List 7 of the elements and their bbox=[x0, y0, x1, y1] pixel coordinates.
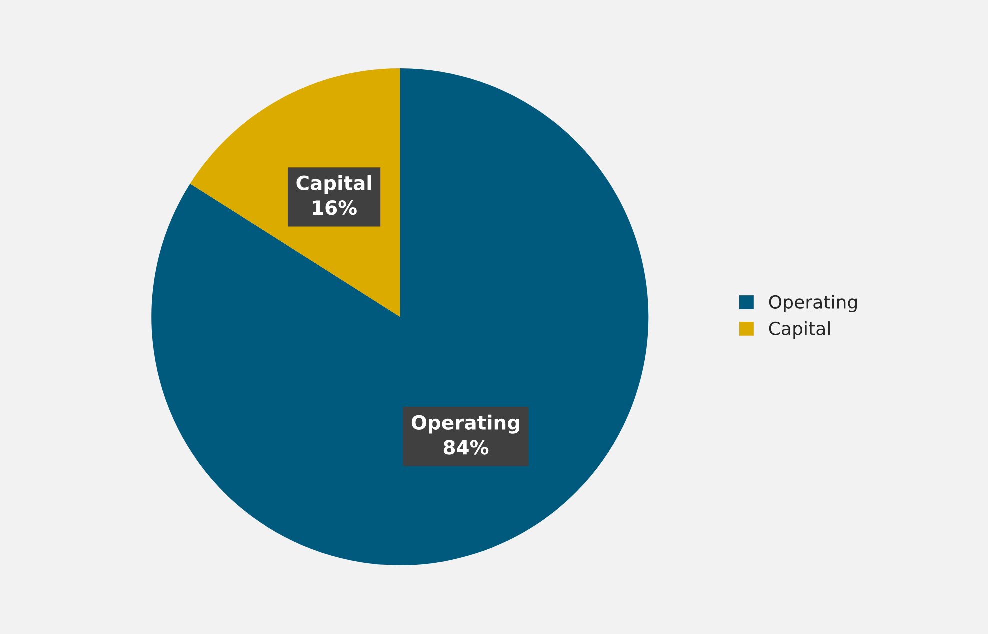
legend-label: Operating bbox=[769, 295, 857, 312]
data-label: 84% bbox=[444, 440, 489, 455]
slice-label: Capital bbox=[296, 175, 372, 194]
pie-slice bbox=[152, 68, 649, 566]
legend-label: Capital bbox=[769, 322, 830, 339]
slice-label: Operating bbox=[412, 414, 520, 434]
data-label: 16% bbox=[313, 200, 357, 216]
